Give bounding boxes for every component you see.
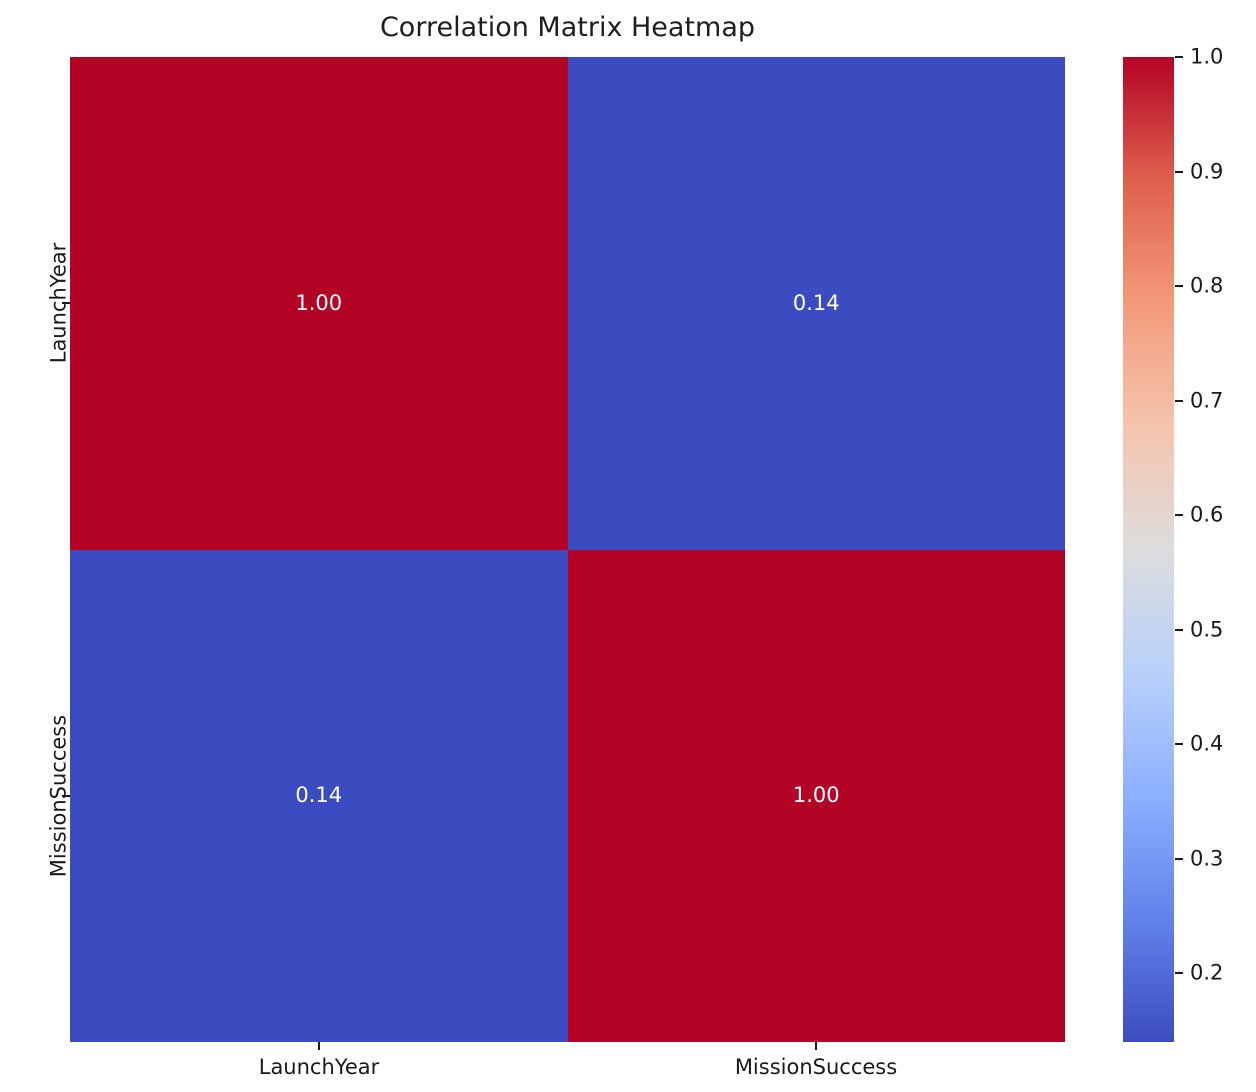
y-axis-tick (62, 302, 70, 304)
colorbar-tick-label: 0.2 (1190, 960, 1224, 985)
heatmap-cell: 1.00 (567, 549, 1065, 1042)
chart-title: Correlation Matrix Heatmap (379, 12, 756, 43)
y-axis-tick (62, 795, 70, 797)
colorbar-tick (1175, 514, 1183, 517)
colorbar-tick-label: 0.3 (1190, 846, 1224, 871)
heatmap: 1.00 0.14 0.14 1.00 (70, 57, 1065, 1042)
x-axis-tick (815, 1042, 817, 1050)
heatmap-cell: 0.14 (70, 549, 568, 1042)
colorbar-tick (1175, 972, 1183, 975)
colorbar-tick-label: 0.9 (1190, 159, 1224, 184)
colorbar-tick-label: 0.7 (1190, 388, 1224, 413)
heatmap-cell: 0.14 (567, 57, 1065, 550)
x-axis-label-launchyear: LaunchYear (258, 1055, 380, 1079)
colorbar-tick (1175, 628, 1183, 631)
colorbar-tick (1175, 743, 1183, 746)
colorbar-tick-label: 0.5 (1190, 617, 1224, 642)
colorbar-tick-label: 0.4 (1190, 731, 1224, 756)
colorbar-tick (1175, 56, 1183, 58)
colorbar-tick-label: 0.6 (1190, 502, 1224, 527)
cell-annotation: 1.00 (792, 783, 840, 808)
colorbar-tick (1175, 399, 1183, 402)
heatmap-cell: 1.00 (70, 57, 568, 550)
colorbar (1123, 57, 1174, 1042)
x-axis-label-missionsuccess: MissionSuccess (734, 1055, 898, 1079)
y-axis-label-launchyear: LaunchYear (46, 242, 71, 364)
colorbar-tick (1175, 857, 1183, 860)
colorbar-tick-label: 0.8 (1190, 273, 1224, 298)
cell-annotation: 0.14 (295, 783, 343, 808)
cell-annotation: 1.00 (295, 290, 343, 315)
colorbar-tick (1175, 285, 1183, 288)
x-axis-tick (318, 1042, 320, 1050)
colorbar-tick (1175, 170, 1183, 173)
cell-annotation: 0.14 (792, 290, 840, 315)
colorbar-tick-label: 1.0 (1190, 44, 1224, 69)
y-axis-label-missionsuccess: MissionSuccess (46, 714, 71, 878)
